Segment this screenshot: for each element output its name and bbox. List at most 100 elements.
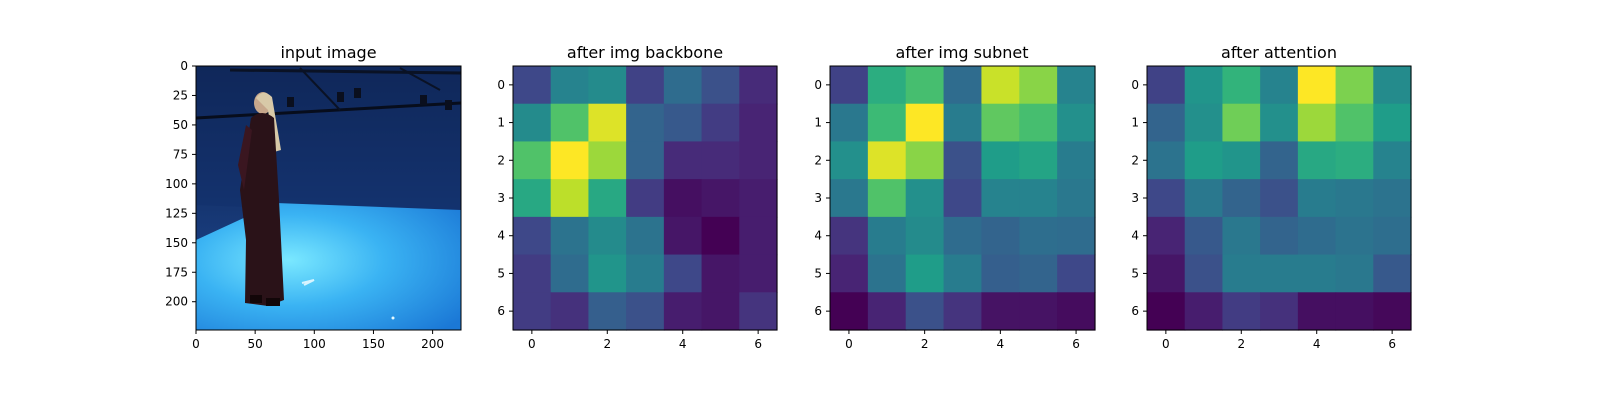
person-figure	[238, 92, 284, 306]
heatmap-after-img-backbone	[513, 66, 778, 331]
x-tick-label: 0	[1162, 337, 1170, 351]
heatmap-cell	[1057, 141, 1096, 180]
heatmap-cell	[1373, 141, 1412, 180]
heatmap-cell	[1184, 179, 1224, 218]
panel-after-img-subnet: after img subnet 0 2 4 6 0 1 2 3 4 5 6	[814, 43, 1096, 351]
y-tick-label: 175	[165, 265, 188, 279]
heatmap-cell	[1335, 254, 1374, 293]
heatmap-cell	[1057, 254, 1096, 293]
heatmap-cell	[588, 103, 627, 143]
heatmap-cell	[1297, 103, 1337, 143]
heatmap-cell	[663, 292, 703, 331]
x-tick-label: 6	[1072, 337, 1080, 351]
heatmap-cell	[663, 66, 703, 105]
y-tick-label: 1	[1131, 116, 1139, 130]
heatmap-cell	[943, 292, 983, 331]
heatmap-cell	[550, 254, 590, 293]
heatmap-cell	[830, 66, 869, 105]
heatmap-cell	[830, 103, 869, 143]
heatmap-cell	[981, 292, 1020, 331]
y-tick-label: 6	[497, 304, 505, 318]
heatmap-cell	[513, 141, 552, 180]
heatmap-cell	[701, 179, 740, 218]
y-tick-label: 4	[497, 229, 505, 243]
heatmap-cell	[701, 66, 740, 105]
x-tick-label: 4	[679, 337, 687, 351]
heatmap-cell	[943, 103, 983, 143]
y-tick-label: 6	[814, 304, 822, 318]
heatmap-cell	[513, 179, 552, 218]
y-tick-label: 0	[180, 59, 188, 73]
heatmap-cell	[830, 292, 869, 331]
heatmap-cell	[1222, 179, 1261, 218]
heatmap-cell	[830, 254, 869, 293]
heatmap-cell	[1373, 103, 1412, 143]
heatmap-cell	[701, 103, 740, 143]
heatmap-cell	[1184, 141, 1224, 180]
heatmap-cell	[867, 292, 907, 331]
heatmap-after-img-subnet	[830, 66, 1096, 331]
x-tick-label: 100	[303, 337, 326, 351]
heatmap-cell	[663, 254, 703, 293]
heatmap-cell	[1019, 254, 1058, 293]
heatmap-cell	[1297, 179, 1337, 218]
y-tick-label: 4	[1131, 229, 1139, 243]
heatmap-cell	[513, 216, 552, 256]
heatmap-cell	[905, 216, 945, 256]
heatmap-cell	[701, 254, 740, 293]
heatmap-cell	[550, 292, 590, 331]
heatmap-cell	[513, 103, 552, 143]
heatmap-cell	[1057, 103, 1096, 143]
y-tick-label: 0	[814, 78, 822, 92]
heatmap-cell	[588, 179, 627, 218]
y-tick-label: 25	[173, 88, 188, 102]
ticks-after-img-subnet: 0 2 4 6 0 1 2 3 4 5 6	[814, 78, 1080, 351]
heatmap-cell	[1222, 254, 1261, 293]
heatmap-cell	[943, 216, 983, 256]
heatmap-cell	[867, 66, 907, 105]
heatmap-cell	[830, 141, 869, 180]
x-tick-label: 0	[192, 337, 200, 351]
ticks-after-img-backbone: 0 2 4 6 0 1 2 3 4 5 6	[497, 78, 762, 351]
heatmap-cell	[1335, 216, 1374, 256]
heatmap-cell	[1147, 216, 1186, 256]
heatmap-cell	[588, 66, 627, 105]
heatmap-cell	[550, 216, 590, 256]
heatmap-cell	[981, 66, 1020, 105]
heatmap-cell	[1260, 292, 1299, 331]
heatmap-cell	[905, 103, 945, 143]
heatmap-cell	[1222, 141, 1261, 180]
heatmap-cell	[701, 141, 740, 180]
heatmap-cell	[1184, 66, 1224, 105]
y-tick-label: 1	[814, 116, 822, 130]
heatmap-cell	[867, 103, 907, 143]
heatmap-cell	[588, 254, 627, 293]
heatmap-cell	[1373, 254, 1412, 293]
heatmap-cell	[1222, 216, 1261, 256]
heatmap-cell	[588, 292, 627, 331]
heatmap-cell	[981, 216, 1020, 256]
heatmap-cell	[905, 141, 945, 180]
heatmap-cell	[663, 103, 703, 143]
heatmap-cell	[1373, 66, 1412, 105]
heatmap-cell	[739, 216, 778, 256]
heatmap-cell	[626, 216, 665, 256]
heatmap-cell	[1335, 141, 1374, 180]
x-tick-label: 2	[603, 337, 611, 351]
heatmap-cell	[513, 66, 552, 105]
x-tick-label: 6	[754, 337, 762, 351]
y-tick-label: 5	[814, 266, 822, 280]
heatmap-cell	[981, 141, 1020, 180]
heatmap-cell	[981, 179, 1020, 218]
heatmap-cell	[739, 141, 778, 180]
heatmap-cell	[550, 179, 590, 218]
heatmap-cell	[739, 103, 778, 143]
x-tick-label: 4	[1313, 337, 1321, 351]
heatmap-cell	[1297, 216, 1337, 256]
heatmap-cell	[626, 141, 665, 180]
heatmap-cell	[739, 254, 778, 293]
heatmap-cell	[550, 66, 590, 105]
y-tick-label: 200	[165, 295, 188, 309]
heatmap-cell	[1297, 141, 1337, 180]
heatmap-cell	[1147, 292, 1186, 331]
